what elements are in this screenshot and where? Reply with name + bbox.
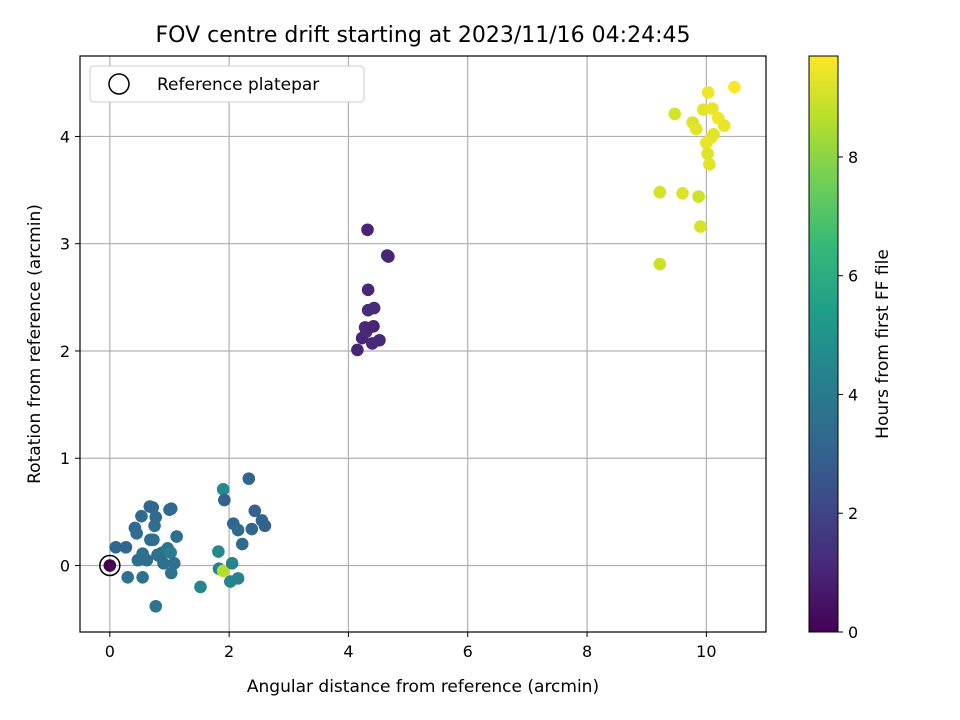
- colorbar-tick-label: 2: [848, 504, 858, 523]
- data-point: [109, 540, 123, 554]
- legend-marker-circle-icon: [108, 73, 130, 95]
- data-points: [103, 80, 741, 613]
- data-point: [245, 522, 259, 536]
- data-point: [231, 523, 245, 537]
- data-point: [164, 546, 177, 559]
- data-point: [121, 570, 135, 584]
- data-point: [149, 510, 163, 524]
- data-point: [194, 580, 207, 594]
- data-point: [653, 185, 667, 199]
- data-point: [248, 504, 262, 518]
- data-point: [689, 122, 703, 136]
- data-point: [167, 557, 181, 570]
- data-point: [136, 570, 149, 584]
- y-tick-label: 4: [60, 127, 70, 146]
- data-point: [225, 557, 239, 570]
- data-point: [367, 301, 381, 315]
- data-point: [694, 220, 707, 233]
- data-point: [140, 553, 154, 567]
- data-point: [216, 483, 230, 496]
- reference-marker: [99, 554, 121, 577]
- legend: Reference platepar: [89, 65, 365, 103]
- data-point: [231, 572, 245, 585]
- data-point: [707, 128, 720, 141]
- data-point: [701, 147, 714, 160]
- x-tick-label: 6: [463, 642, 473, 661]
- chart-title: FOV centre drift starting at 2023/11/16 …: [156, 23, 691, 48]
- data-point: [703, 158, 716, 171]
- data-point: [692, 190, 705, 203]
- x-tick-label: 4: [343, 642, 353, 661]
- colorbar-tick-label: 0: [848, 623, 858, 642]
- data-point: [367, 320, 380, 333]
- data-point: [373, 333, 386, 347]
- data-point: [149, 599, 163, 613]
- data-point: [135, 509, 148, 523]
- colorbar-tick-label: 8: [848, 148, 858, 167]
- y-tick-label: 0: [60, 556, 70, 575]
- y-axis-label: Rotation from reference (arcmin): [25, 204, 45, 484]
- data-point: [157, 557, 170, 570]
- y-axis-ticks: 0 1 2 3 4: [60, 127, 80, 575]
- data-point: [668, 107, 682, 121]
- y-tick-label: 1: [60, 449, 70, 468]
- data-point: [701, 86, 715, 99]
- data-point: [361, 223, 374, 237]
- data-point: [351, 343, 364, 357]
- data-point: [212, 545, 225, 558]
- legend-box: [89, 65, 365, 103]
- data-point: [119, 540, 133, 554]
- data-point: [130, 527, 143, 540]
- data-point: [242, 472, 256, 485]
- colorbar-tick-label: 6: [848, 267, 858, 286]
- colorbar-label: Hours from first FF file: [873, 249, 893, 439]
- data-point: [653, 257, 667, 271]
- gridlines: [80, 56, 766, 632]
- x-tick-label: 0: [105, 642, 115, 661]
- y-tick-label: 2: [60, 342, 70, 361]
- x-axis-label: Angular distance from reference (arcmin): [247, 677, 599, 697]
- data-point: [676, 186, 689, 200]
- colorbar-tick-label: 4: [848, 385, 858, 404]
- data-point: [728, 80, 741, 94]
- x-tick-label: 8: [582, 642, 592, 661]
- data-point: [170, 530, 183, 543]
- data-point: [706, 102, 719, 115]
- colorbar-ticks: 0 2 4 6 8: [838, 148, 858, 642]
- data-point: [164, 566, 178, 580]
- data-point: [164, 502, 178, 515]
- x-tick-label: 2: [224, 642, 234, 661]
- data-point: [235, 537, 249, 551]
- data-point: [146, 501, 160, 514]
- reference-platepar-marker: [99, 554, 121, 577]
- colorbar: 0 2 4 6 8 Hours from first FF file: [808, 55, 893, 642]
- data-point: [103, 559, 117, 572]
- data-point: [361, 283, 375, 297]
- plot-frame: [79, 55, 767, 633]
- data-point: [382, 250, 395, 263]
- data-point: [258, 519, 272, 533]
- x-axis-ticks: 0 2 4 6 8 10: [105, 632, 717, 661]
- colorbar-gradient: [808, 55, 839, 633]
- data-point: [218, 493, 231, 507]
- data-point: [216, 564, 230, 578]
- data-point: [717, 119, 731, 133]
- y-tick-label: 3: [60, 235, 70, 254]
- x-tick-label: 10: [696, 642, 716, 661]
- legend-entry: Reference platepar: [157, 75, 319, 95]
- data-point: [147, 533, 160, 547]
